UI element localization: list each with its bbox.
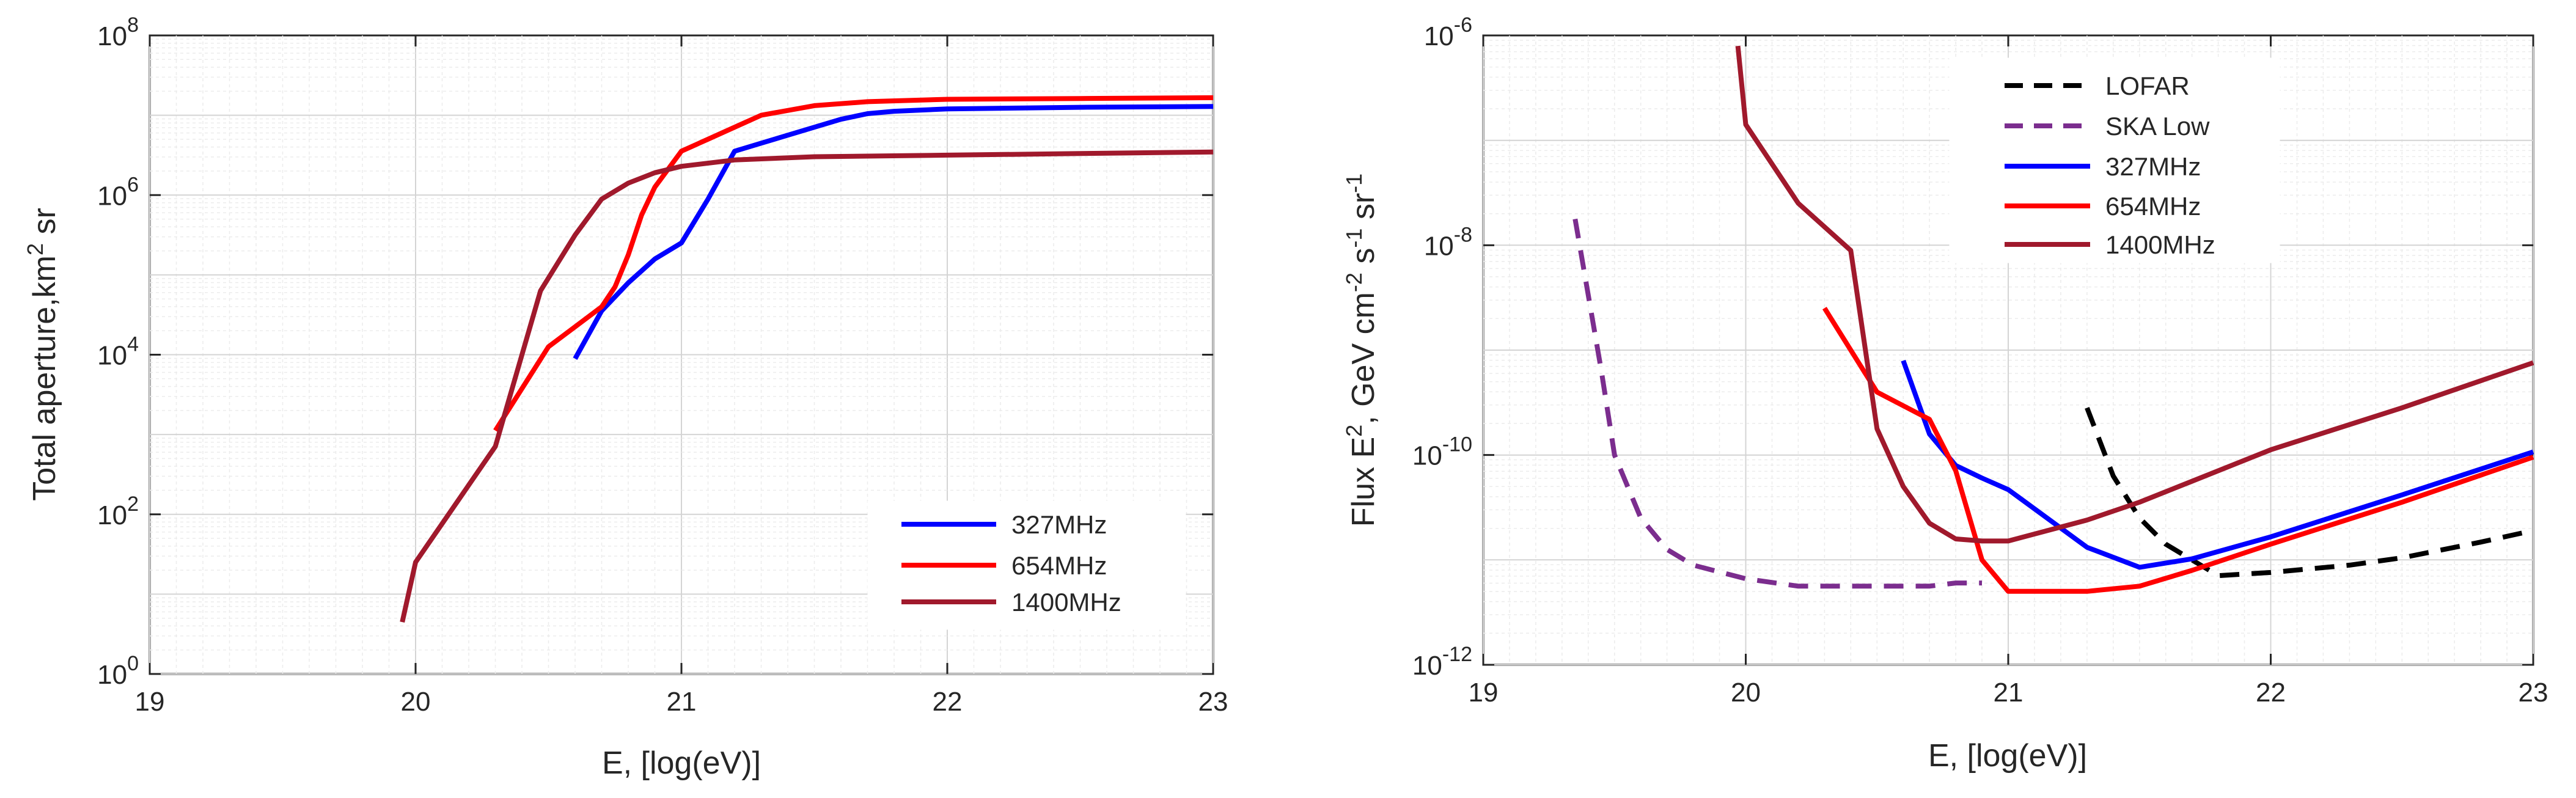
- series-line-1400mhz: [1735, 45, 2534, 544]
- aperture-y-tick-label: 108: [97, 13, 139, 51]
- legend-entry-327mhz: 327MHz: [2005, 152, 2201, 181]
- legend-label-654mhz: 654MHz: [1011, 551, 1107, 580]
- series-line-327mhz: [573, 104, 1214, 360]
- aperture-y-tick-labels: 100 102 104 106 108: [97, 13, 139, 690]
- legend-entry-1400mhz: 1400MHz: [2005, 230, 2215, 259]
- aperture-x-tick-label: 23: [1198, 687, 1228, 717]
- series-line-ska-low: [1572, 218, 1982, 589]
- aperture-x-tick-label: 20: [401, 687, 431, 717]
- aperture-legend: 327MHz 654MHz 1400MHz: [867, 500, 1186, 630]
- legend-label-1400mhz: 1400MHz: [2105, 230, 2215, 259]
- aperture-ticks: [149, 34, 1214, 675]
- flux-ticks: [1482, 34, 2534, 666]
- legend-label-654mhz: 654MHz: [2105, 192, 2201, 221]
- aperture-y-label-sup: 2: [23, 243, 48, 255]
- flux-legend-box: [1949, 57, 2280, 263]
- flux-x-tick-labels: 19 20 21 22 23: [1469, 678, 2548, 708]
- flux-x-tick-label: 22: [2256, 678, 2286, 708]
- flux-y-label-sup3: -1: [1341, 229, 1367, 248]
- aperture-y-tick-label: 102: [97, 492, 139, 530]
- flux-x-axis-label: E, [log(eV)]: [1928, 738, 2087, 774]
- aperture-x-tick-label: 21: [667, 687, 697, 717]
- legend-entry-327mhz: 327MHz: [901, 510, 1107, 539]
- legend-entry-654mhz: 654MHz: [901, 551, 1107, 580]
- aperture-x-axis-label: E, [log(eV)]: [602, 745, 761, 781]
- aperture-y-tick-label: 100: [97, 652, 139, 690]
- flux-chart: 19 20 21 22 23 10-12 10-10 10-8 10-6 E, [log(eV…: [1341, 13, 2548, 774]
- flux-x-tick-label: 23: [2519, 678, 2548, 708]
- flux-y-label-part1: Flux E: [1346, 437, 1381, 527]
- flux-y-axis-label: Flux E2, GeV cm-2 s-1 sr-1: [1341, 174, 1381, 527]
- aperture-x-tick-label: 22: [933, 687, 963, 717]
- legend-label-1400mhz: 1400MHz: [1011, 588, 1121, 617]
- flux-y-label-part4: sr: [1346, 193, 1381, 229]
- aperture-y-tick-label: 104: [97, 333, 139, 371]
- flux-y-label-sup1: 2: [1341, 425, 1367, 437]
- aperture-y-label-suffix: sr: [27, 208, 62, 243]
- flux-y-label-sup2: -2: [1341, 273, 1367, 292]
- flux-y-tick-label: 10-12: [1412, 643, 1472, 681]
- legend-label-327mhz: 327MHz: [2105, 152, 2201, 181]
- series-line-654mhz: [493, 95, 1214, 432]
- aperture-y-label-prefix: Total aperture,km: [27, 255, 62, 501]
- flux-y-label-part2: , GeV cm: [1346, 292, 1381, 425]
- flux-y-tick-labels: 10-12 10-10 10-8 10-6: [1412, 13, 1472, 681]
- aperture-x-tick-labels: 19 20 21 22 23: [135, 687, 1228, 717]
- series-line-1400mhz: [400, 149, 1214, 623]
- legend-entry-1400mhz: 1400MHz: [901, 588, 1121, 617]
- flux-y-tick-label: 10-6: [1424, 13, 1472, 51]
- series-line-654mhz: [1822, 307, 2534, 594]
- legend-entry-ska-low: SKA Low: [2005, 112, 2210, 141]
- legend-entry-654mhz: 654MHz: [2005, 192, 2201, 221]
- legend-label-lofar: LOFAR: [2105, 71, 2190, 100]
- aperture-y-axis-label: Total aperture,km2 sr: [23, 208, 62, 501]
- aperture-x-tick-label: 19: [135, 687, 165, 717]
- flux-y-label-sup4: -1: [1341, 174, 1367, 193]
- flux-y-tick-label: 10-8: [1424, 223, 1472, 261]
- flux-x-tick-label: 21: [1994, 678, 2024, 708]
- flux-x-tick-label: 20: [1731, 678, 1761, 708]
- flux-x-tick-label: 19: [1469, 678, 1499, 708]
- aperture-y-tick-label: 106: [97, 173, 139, 211]
- flux-y-label-part3: s: [1346, 248, 1381, 273]
- aperture-series: [400, 95, 1214, 623]
- flux-series: [1572, 45, 2534, 594]
- legend-label-ska-low: SKA Low: [2105, 112, 2210, 141]
- flux-legend: LOFAR SKA Low 327MHz 654MHz 1400MHz: [1949, 57, 2280, 263]
- flux-y-tick-label: 10-10: [1412, 433, 1472, 471]
- legend-entry-lofar: LOFAR: [2005, 71, 2190, 100]
- legend-label-327mhz: 327MHz: [1011, 510, 1107, 539]
